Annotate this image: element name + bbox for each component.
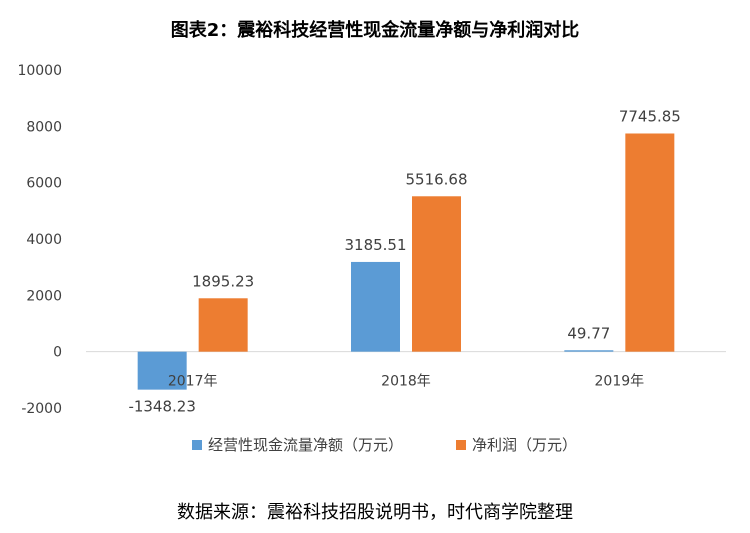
y-tick-label: -2000 <box>21 401 62 417</box>
net-profit-bar <box>198 298 248 352</box>
y-tick-label: 10000 <box>17 63 62 79</box>
data-label: 5516.68 <box>405 170 467 188</box>
source-note: 数据来源：震裕科技招股说明书，时代商学院整理 <box>177 502 573 523</box>
data-label: 1895.23 <box>192 272 254 290</box>
legend-label: 经营性现金流量净额（万元） <box>208 436 403 454</box>
x-tick-label: 2017年 <box>168 374 218 390</box>
y-tick-label: 2000 <box>26 288 62 304</box>
net-profit-bar <box>625 133 675 352</box>
data-label: 7745.85 <box>619 107 681 125</box>
y-tick-label: 4000 <box>26 232 62 248</box>
net-profit-bar <box>412 196 461 352</box>
cashflow-bar <box>137 351 187 390</box>
chart-title: 图表2：震裕科技经营性现金流量净额与净利润对比 <box>171 19 580 41</box>
x-tick-label: 2018年 <box>381 374 431 390</box>
bars <box>137 133 675 390</box>
legend: 经营性现金流量净额（万元） 净利润（万元） <box>192 436 577 454</box>
legend-swatch <box>456 440 466 450</box>
legend-label: 净利润（万元） <box>472 436 577 454</box>
cashflow-bar <box>351 261 400 352</box>
data-label: -1348.23 <box>128 398 195 416</box>
y-tick-label: 6000 <box>26 176 62 192</box>
y-tick-label: 8000 <box>26 119 62 135</box>
cashflow-bar <box>564 350 614 352</box>
data-label: 3185.51 <box>344 236 406 254</box>
y-tick-label: 0 <box>53 345 62 361</box>
data-labels: -1348.23 1895.23 3185.51 5516.68 49.77 7745.8… <box>128 107 680 415</box>
data-label: 49.77 <box>567 324 610 342</box>
x-axis: 2017年 2018年 2019年 <box>168 374 644 390</box>
y-axis: 10000 8000 6000 4000 2000 0 -2000 <box>17 63 62 417</box>
x-tick-label: 2019年 <box>595 374 645 390</box>
legend-swatch <box>192 440 202 450</box>
